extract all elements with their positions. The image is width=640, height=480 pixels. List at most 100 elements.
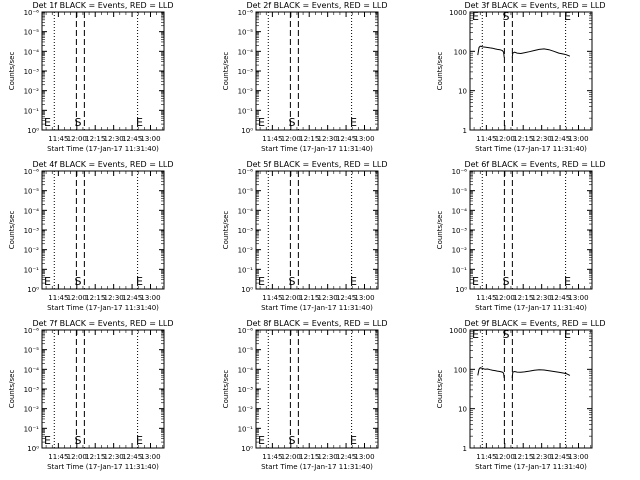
plot-frame (41, 329, 165, 449)
x-tick-label: 12:45 (122, 453, 142, 461)
y-tick-label: 10⁻¹ (24, 425, 40, 433)
e-marker-left: E (472, 275, 479, 288)
x-tick-label: 12:45 (550, 453, 570, 461)
y-tick-label: 10⁻⁶ (238, 9, 254, 17)
x-tick-label: 13:00 (140, 135, 160, 143)
x-tick-label: 12:45 (122, 294, 142, 302)
y-tick-label: 10⁻² (238, 88, 254, 96)
x-tick-label: 11:45 (476, 294, 496, 302)
y-tick-label: 10⁻³ (24, 68, 40, 76)
e-marker-left: E (258, 434, 265, 447)
y-tick-label: 10⁰ (241, 445, 253, 453)
y-tick-label: 10⁻⁶ (238, 327, 254, 335)
y-tick-label: 10⁻⁴ (238, 366, 254, 374)
y-tick-label: 10⁻⁶ (24, 327, 40, 335)
detector-panel-9: Det 9f BLACK = Events, RED = LLD Counts/s… (436, 319, 606, 471)
x-tick-label: 12:30 (318, 294, 338, 302)
x-tick-label: 12:45 (550, 294, 570, 302)
s-marker: S (75, 275, 82, 288)
x-tick-label: 12:15 (85, 135, 105, 143)
s-marker: S (75, 434, 82, 447)
y-axis-label: Counts/sec (8, 370, 16, 409)
detector-panel-5: Det 5f BLACK = Events, RED = LLD Counts/s… (222, 160, 388, 312)
y-tick-label: 10 (458, 406, 467, 414)
e-marker: E (564, 275, 571, 288)
y-tick-label: 10⁰ (241, 286, 253, 294)
detector-panel-3: Det 3f BLACK = Events, RED = LLD Counts/s… (436, 1, 606, 153)
y-tick-label: 10⁻¹ (238, 107, 254, 115)
y-tick-label: 1 (463, 445, 467, 453)
x-tick-label: 11:45 (262, 294, 282, 302)
y-axis-label: Counts/sec (8, 52, 16, 91)
e-marker: E (564, 328, 571, 341)
panel-title: Det 1f BLACK = Events, RED = LLD (32, 1, 173, 10)
x-axis-label: Start Time (17-Jan-17 11:31:40) (261, 304, 373, 312)
x-axis-label: Start Time (17-Jan-17 11:31:40) (475, 463, 587, 471)
events-series-2 (511, 369, 571, 379)
x-tick-label: 12:45 (336, 294, 356, 302)
y-tick-label: 10 (458, 88, 467, 96)
y-tick-label: 1 (463, 127, 467, 135)
x-tick-label: 12:00 (495, 453, 515, 461)
y-tick-label: 10⁻³ (238, 68, 254, 76)
e-marker-left: E (258, 116, 265, 129)
e-marker-left: E (258, 275, 265, 288)
panel-title: Det 7f BLACK = Events, RED = LLD (32, 319, 173, 328)
y-tick-label: 10⁻⁵ (238, 188, 254, 196)
e-marker-left: E (44, 434, 51, 447)
x-tick-label: 13:00 (354, 135, 374, 143)
x-axis-label: Start Time (17-Jan-17 11:31:40) (47, 304, 159, 312)
e-marker: E (350, 275, 357, 288)
panel-title: Det 9f BLACK = Events, RED = LLD (464, 319, 605, 328)
y-tick-label: 10⁻⁶ (24, 9, 40, 17)
plot-frame (255, 329, 379, 449)
x-tick-label: 13:00 (568, 294, 588, 302)
x-tick-label: 11:45 (262, 135, 282, 143)
e-marker: E (350, 116, 357, 129)
x-axis-label: Start Time (17-Jan-17 11:31:40) (475, 145, 587, 153)
x-tick-label: 12:15 (299, 294, 319, 302)
e-marker-left: E (44, 116, 51, 129)
y-tick-label: 1000 (449, 9, 467, 17)
y-tick-label: 10⁻⁶ (238, 168, 254, 176)
y-tick-label: 10⁻³ (24, 386, 40, 394)
y-tick-label: 10⁻¹ (452, 266, 468, 274)
x-axis-label: Start Time (17-Jan-17 11:31:40) (261, 463, 373, 471)
y-tick-label: 10⁻¹ (24, 107, 40, 115)
y-tick-label: 10⁻⁵ (238, 347, 254, 355)
x-tick-label: 11:45 (48, 135, 68, 143)
x-tick-label: 12:00 (495, 294, 515, 302)
x-tick-label: 12:30 (532, 453, 552, 461)
x-tick-label: 12:15 (513, 294, 533, 302)
plot-frame (469, 11, 593, 131)
x-tick-label: 11:45 (48, 294, 68, 302)
x-tick-label: 13:00 (140, 294, 160, 302)
y-axis-label: Counts/sec (222, 370, 230, 409)
y-tick-label: 10⁻⁶ (24, 168, 40, 176)
y-tick-label: 10⁻² (452, 247, 468, 255)
e-marker-left: E (472, 328, 479, 341)
events-series-1 (477, 45, 505, 58)
y-tick-label: 100 (454, 366, 467, 374)
x-tick-label: 12:45 (550, 135, 570, 143)
y-tick-label: 100 (454, 48, 467, 56)
e-marker-left: E (472, 10, 479, 23)
y-tick-label: 10⁻² (24, 406, 40, 414)
plot-frame (41, 11, 165, 131)
x-tick-label: 12:45 (336, 135, 356, 143)
s-marker: S (503, 10, 510, 23)
s-marker: S (289, 275, 296, 288)
x-tick-label: 13:00 (568, 453, 588, 461)
x-tick-label: 12:45 (122, 135, 142, 143)
y-tick-label: 10⁻³ (238, 386, 254, 394)
y-tick-label: 10⁰ (241, 127, 253, 135)
y-tick-label: 10⁰ (27, 127, 39, 135)
x-tick-label: 12:00 (281, 294, 301, 302)
events-series-2 (511, 48, 571, 58)
y-tick-label: 10⁻⁴ (452, 207, 468, 215)
x-tick-label: 12:30 (104, 453, 124, 461)
e-marker: E (136, 116, 143, 129)
x-tick-label: 12:00 (67, 294, 87, 302)
y-tick-label: 10⁰ (455, 286, 467, 294)
detector-panel-4: Det 4f BLACK = Events, RED = LLD Counts/s… (8, 160, 174, 312)
